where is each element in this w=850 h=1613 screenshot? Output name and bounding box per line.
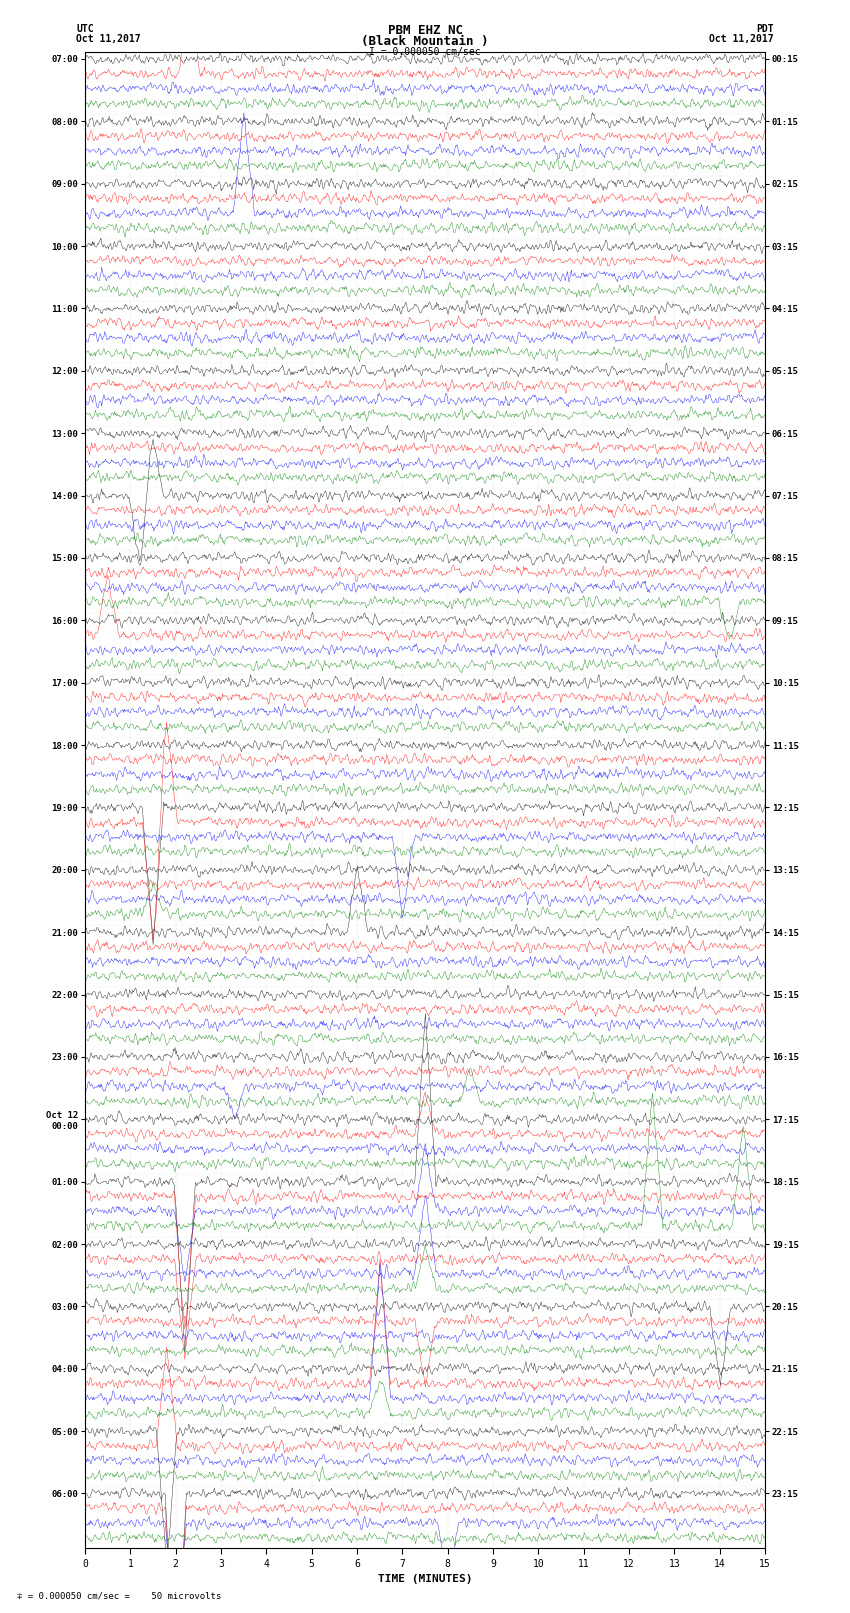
Text: Oct 11,2017: Oct 11,2017	[76, 34, 141, 44]
Text: PDT: PDT	[756, 24, 774, 34]
Text: ∓ = 0.000050 cm/sec =    50 microvolts: ∓ = 0.000050 cm/sec = 50 microvolts	[17, 1590, 221, 1600]
Text: Oct 11,2017: Oct 11,2017	[709, 34, 774, 44]
Text: PBM EHZ NC: PBM EHZ NC	[388, 24, 462, 37]
Text: (Black Mountain ): (Black Mountain )	[361, 35, 489, 48]
Text: UTC: UTC	[76, 24, 94, 34]
Text: I = 0.000050 cm/sec: I = 0.000050 cm/sec	[369, 47, 481, 56]
X-axis label: TIME (MINUTES): TIME (MINUTES)	[377, 1574, 473, 1584]
